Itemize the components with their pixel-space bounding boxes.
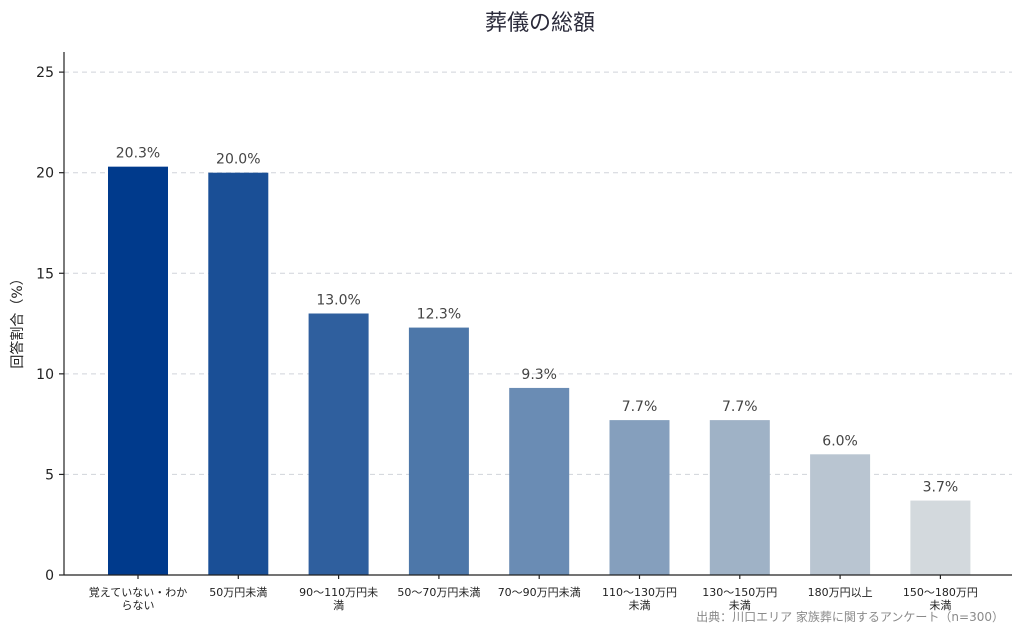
- bar: [709, 420, 770, 575]
- x-tick-label: らない: [122, 599, 155, 612]
- y-tick-label: 15: [36, 266, 54, 282]
- bar: [408, 327, 469, 575]
- data-label: 20.0%: [216, 152, 260, 168]
- x-tick-label: 未満: [929, 599, 951, 612]
- y-axis-label: 回答割合（%）: [9, 271, 26, 368]
- x-tick-label: 満: [333, 599, 344, 612]
- x-tick-label: 110〜130万円: [602, 586, 677, 599]
- data-label: 13.0%: [316, 293, 360, 309]
- data-label: 7.7%: [622, 399, 658, 415]
- bar: [108, 166, 168, 575]
- data-label: 6.0%: [822, 433, 858, 449]
- y-tick-label: 25: [36, 65, 54, 81]
- chart-title: 葬儀の総額: [485, 11, 595, 36]
- bar: [910, 500, 971, 575]
- x-tick-label: 未満: [729, 599, 751, 612]
- x-tick-label: 180万円以上: [808, 586, 873, 599]
- x-tick-label: 70〜90万円未満: [498, 586, 581, 599]
- data-label: 12.3%: [417, 307, 461, 323]
- data-label: 3.7%: [923, 480, 959, 496]
- data-label: 9.3%: [521, 367, 557, 383]
- bars: 20.3% 20.0% 13.0% 12.3% 9.3% 7.7% 7.7% 6.0% 3.7%: [108, 146, 971, 575]
- x-tick-label: 未満: [629, 599, 651, 612]
- x-tick-label: 150〜180万円: [903, 586, 978, 599]
- y-tick-label: 0: [45, 568, 54, 584]
- data-label: 20.3%: [116, 146, 160, 162]
- data-label: 7.7%: [722, 399, 758, 415]
- bar: [308, 313, 369, 575]
- bar: [810, 454, 871, 575]
- y-tick-label: 20: [36, 166, 54, 182]
- x-tick-label: 130〜150万円: [702, 586, 777, 599]
- bar: [609, 420, 670, 575]
- x-tick-label: 50〜70万円未満: [397, 586, 480, 599]
- bar: [208, 172, 269, 575]
- y-tick-label: 5: [45, 467, 54, 483]
- x-tick-label: 50万円未満: [209, 586, 267, 599]
- x-tick-label: 90〜110万円未: [299, 586, 378, 599]
- y-tick-label: 10: [36, 367, 54, 383]
- x-tick-label: 覚えていない・わか: [89, 586, 187, 599]
- source-note: 出典：川口エリア 家族葬に関するアンケート（n=300）: [696, 609, 1004, 624]
- bar: [509, 387, 570, 575]
